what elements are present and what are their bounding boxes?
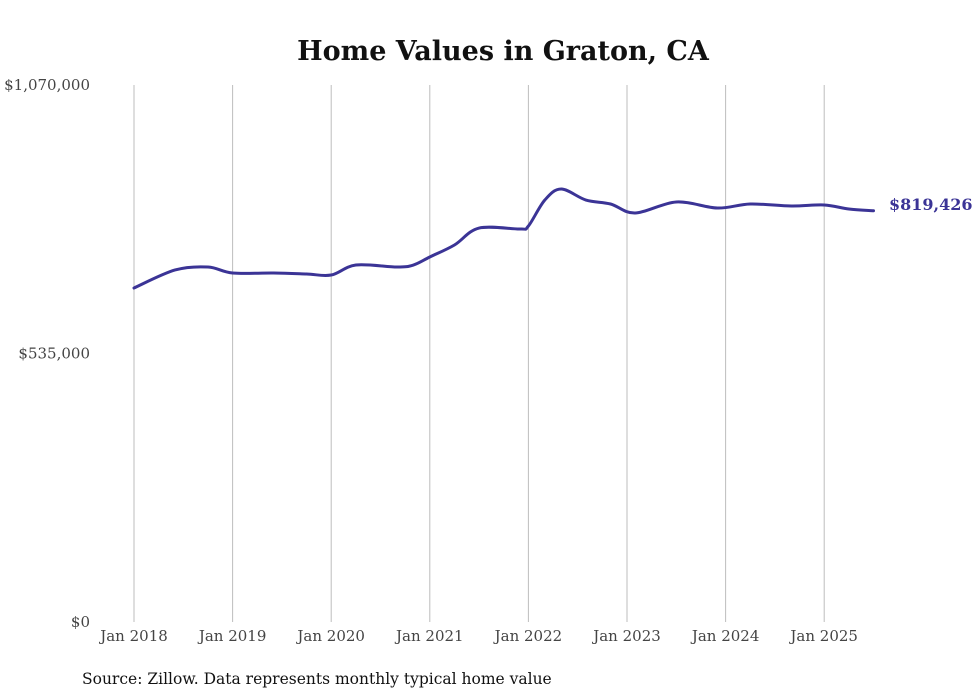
- x-tick-label: Jan 2019: [197, 627, 267, 645]
- source-note: Source: Zillow. Data represents monthly …: [82, 670, 552, 688]
- x-tick-label: Jan 2020: [295, 627, 365, 645]
- y-tick-label: $1,070,000: [4, 76, 90, 94]
- x-tick-label: Jan 2022: [493, 627, 563, 645]
- gridlines: [133, 85, 825, 622]
- chart-title: Home Values in Graton, CA: [297, 36, 710, 67]
- x-tick-label: Jan 2018: [98, 627, 168, 645]
- y-tick-label: $535,000: [18, 345, 90, 363]
- series-line: [132, 187, 875, 290]
- end-value-label: $819,426: [889, 195, 973, 214]
- y-tick-label: $0: [71, 613, 90, 631]
- y-axis: $0 $535,000 $1,070,000: [4, 76, 90, 631]
- x-tick-label: Jan 2021: [394, 627, 464, 645]
- x-axis: Jan 2018 Jan 2019 Jan 2020 Jan 2021 Jan 2022…: [98, 627, 858, 645]
- x-tick-label: Jan 2025: [788, 627, 858, 645]
- x-tick-label: Jan 2024: [690, 627, 760, 645]
- x-tick-label: Jan 2023: [591, 627, 661, 645]
